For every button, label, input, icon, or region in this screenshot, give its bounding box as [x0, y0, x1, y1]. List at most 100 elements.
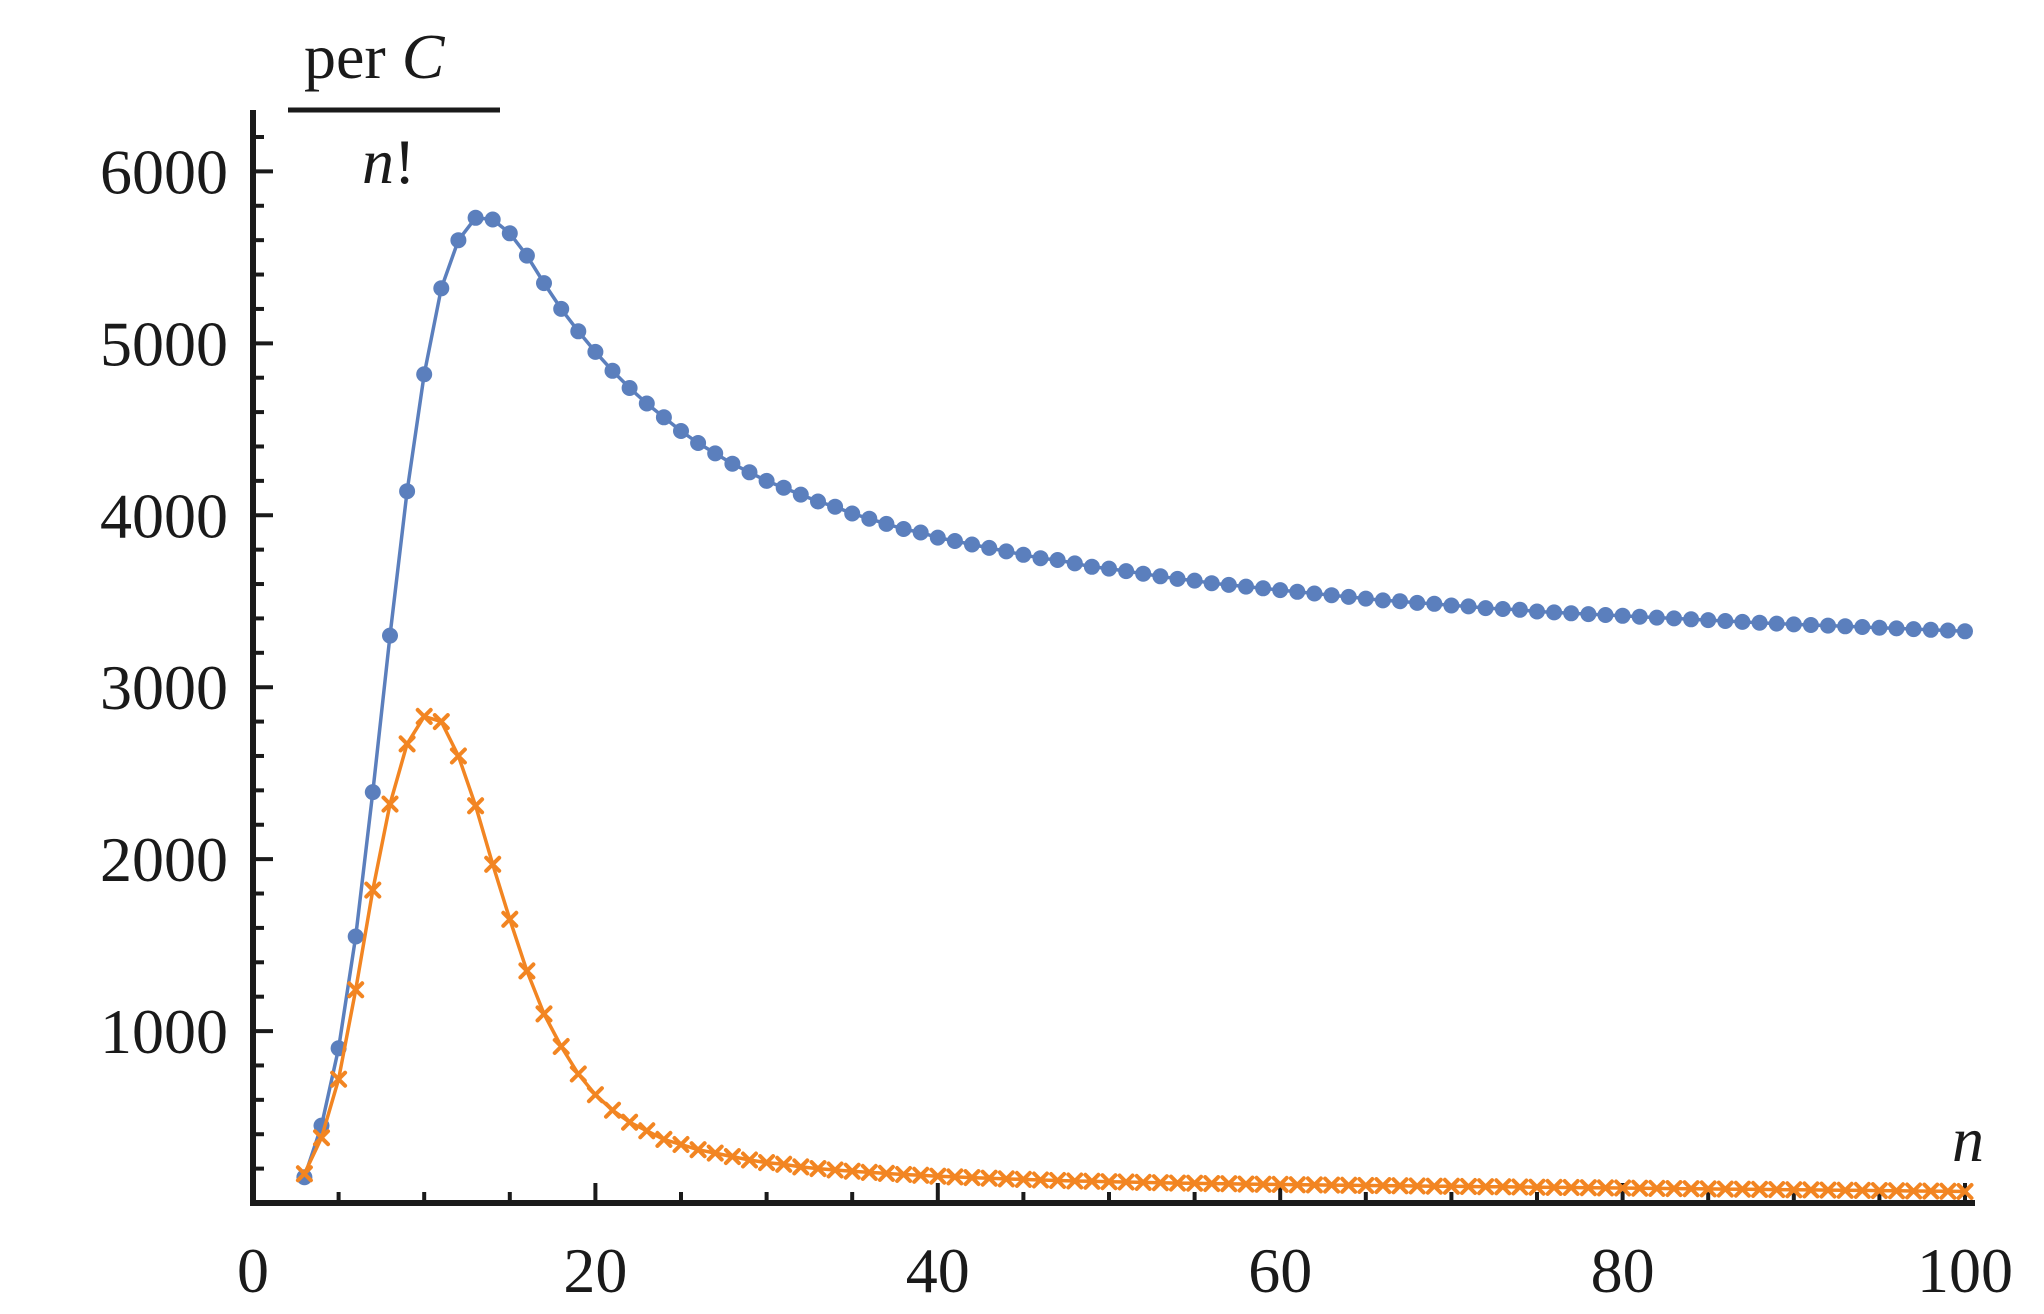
data-point — [415, 707, 433, 725]
data-point — [758, 472, 775, 489]
x-tick-label: 60 — [1248, 1235, 1312, 1306]
data-point — [673, 423, 689, 439]
data-point — [1905, 621, 1922, 638]
data-point — [1305, 1176, 1323, 1194]
data-point — [1716, 1180, 1734, 1198]
data-point — [1186, 1174, 1204, 1192]
data-point — [587, 343, 604, 360]
data-point — [1580, 606, 1597, 623]
data-point — [535, 1005, 553, 1023]
data-point — [1922, 621, 1939, 638]
data-point — [1169, 570, 1186, 587]
data-point — [689, 1141, 707, 1159]
data-point — [1186, 572, 1203, 589]
y-tick-label: 3000 — [100, 652, 228, 723]
data-point — [792, 486, 809, 503]
data-point — [1768, 1181, 1786, 1199]
data-point — [1460, 598, 1477, 615]
data-point — [330, 1070, 348, 1088]
data-point — [1888, 1182, 1905, 1200]
data-point — [1546, 604, 1563, 621]
data-point — [1905, 1182, 1923, 1200]
data-point — [1425, 1177, 1443, 1195]
data-point — [638, 395, 655, 412]
data-point — [724, 455, 741, 472]
data-point — [621, 1113, 639, 1131]
data-point — [1563, 605, 1580, 622]
data-point — [1049, 1172, 1067, 1189]
data-point — [1152, 568, 1169, 585]
data-point — [1734, 613, 1751, 630]
data-point — [1443, 597, 1460, 614]
data-point — [1323, 1176, 1341, 1194]
data-point — [1956, 1183, 1974, 1200]
data-point — [741, 1151, 758, 1169]
data-point — [997, 1170, 1015, 1188]
data-point — [843, 1162, 861, 1180]
y-tick-label: 5000 — [100, 308, 228, 379]
y-axis-label-denominator: n! — [362, 126, 415, 197]
data-point — [1100, 1173, 1118, 1191]
data-point — [1597, 1179, 1614, 1197]
data-point — [1271, 1175, 1289, 1193]
data-point — [827, 498, 844, 515]
data-point — [1288, 1176, 1306, 1194]
data-point — [1820, 617, 1836, 634]
data-point — [690, 435, 707, 451]
data-point — [912, 524, 929, 541]
data-point — [1528, 1178, 1546, 1196]
data-point — [895, 1166, 913, 1183]
data-point — [552, 1038, 570, 1055]
data-point — [929, 1167, 947, 1185]
data-point — [707, 445, 724, 462]
data-point — [1220, 1175, 1238, 1193]
data-point — [382, 627, 398, 644]
y-tick-label: 6000 — [100, 136, 228, 207]
data-point — [1494, 1178, 1512, 1196]
data-point — [946, 533, 963, 549]
data-point — [432, 713, 450, 731]
data-point — [586, 1086, 604, 1104]
data-point — [946, 1168, 964, 1186]
data-point — [1717, 613, 1734, 629]
data-point — [621, 380, 638, 396]
data-point — [518, 247, 535, 264]
data-point — [723, 1148, 741, 1166]
data-point — [569, 1065, 587, 1083]
data-point — [655, 409, 672, 426]
data-point — [1426, 595, 1443, 612]
data-point — [1733, 1180, 1751, 1198]
data-point — [1066, 555, 1083, 572]
data-point — [1442, 1177, 1460, 1195]
data-point — [1391, 1177, 1409, 1195]
data-point — [1220, 576, 1237, 593]
data-point — [810, 493, 826, 510]
data-point — [1888, 620, 1905, 637]
data-point — [1700, 612, 1717, 629]
data-point — [1597, 607, 1614, 623]
data-point — [1083, 558, 1100, 575]
data-point — [1819, 1181, 1837, 1199]
data-point — [1032, 1171, 1049, 1189]
data-point — [1049, 552, 1066, 568]
data-point — [792, 1158, 810, 1176]
data-point — [1785, 1181, 1803, 1199]
data-point — [1699, 1180, 1717, 1198]
data-point — [775, 1155, 793, 1173]
series-layer — [295, 209, 1974, 1200]
data-point — [1289, 583, 1306, 600]
data-point — [296, 1169, 313, 1186]
data-point — [1529, 603, 1545, 620]
data-point — [1837, 618, 1854, 635]
x-axis-label: n — [1952, 1104, 1984, 1175]
data-point — [398, 735, 416, 753]
data-point — [1631, 1179, 1649, 1197]
axes: 0 20 40 60 80 100 1000 2000 3000 4000 5000 6000 — [100, 110, 2013, 1306]
y-tick-label: 2000 — [100, 824, 228, 895]
series-1 — [296, 209, 1973, 1186]
data-point — [347, 981, 365, 999]
data-point — [450, 232, 467, 249]
data-point — [929, 529, 946, 546]
data-point — [467, 797, 485, 815]
